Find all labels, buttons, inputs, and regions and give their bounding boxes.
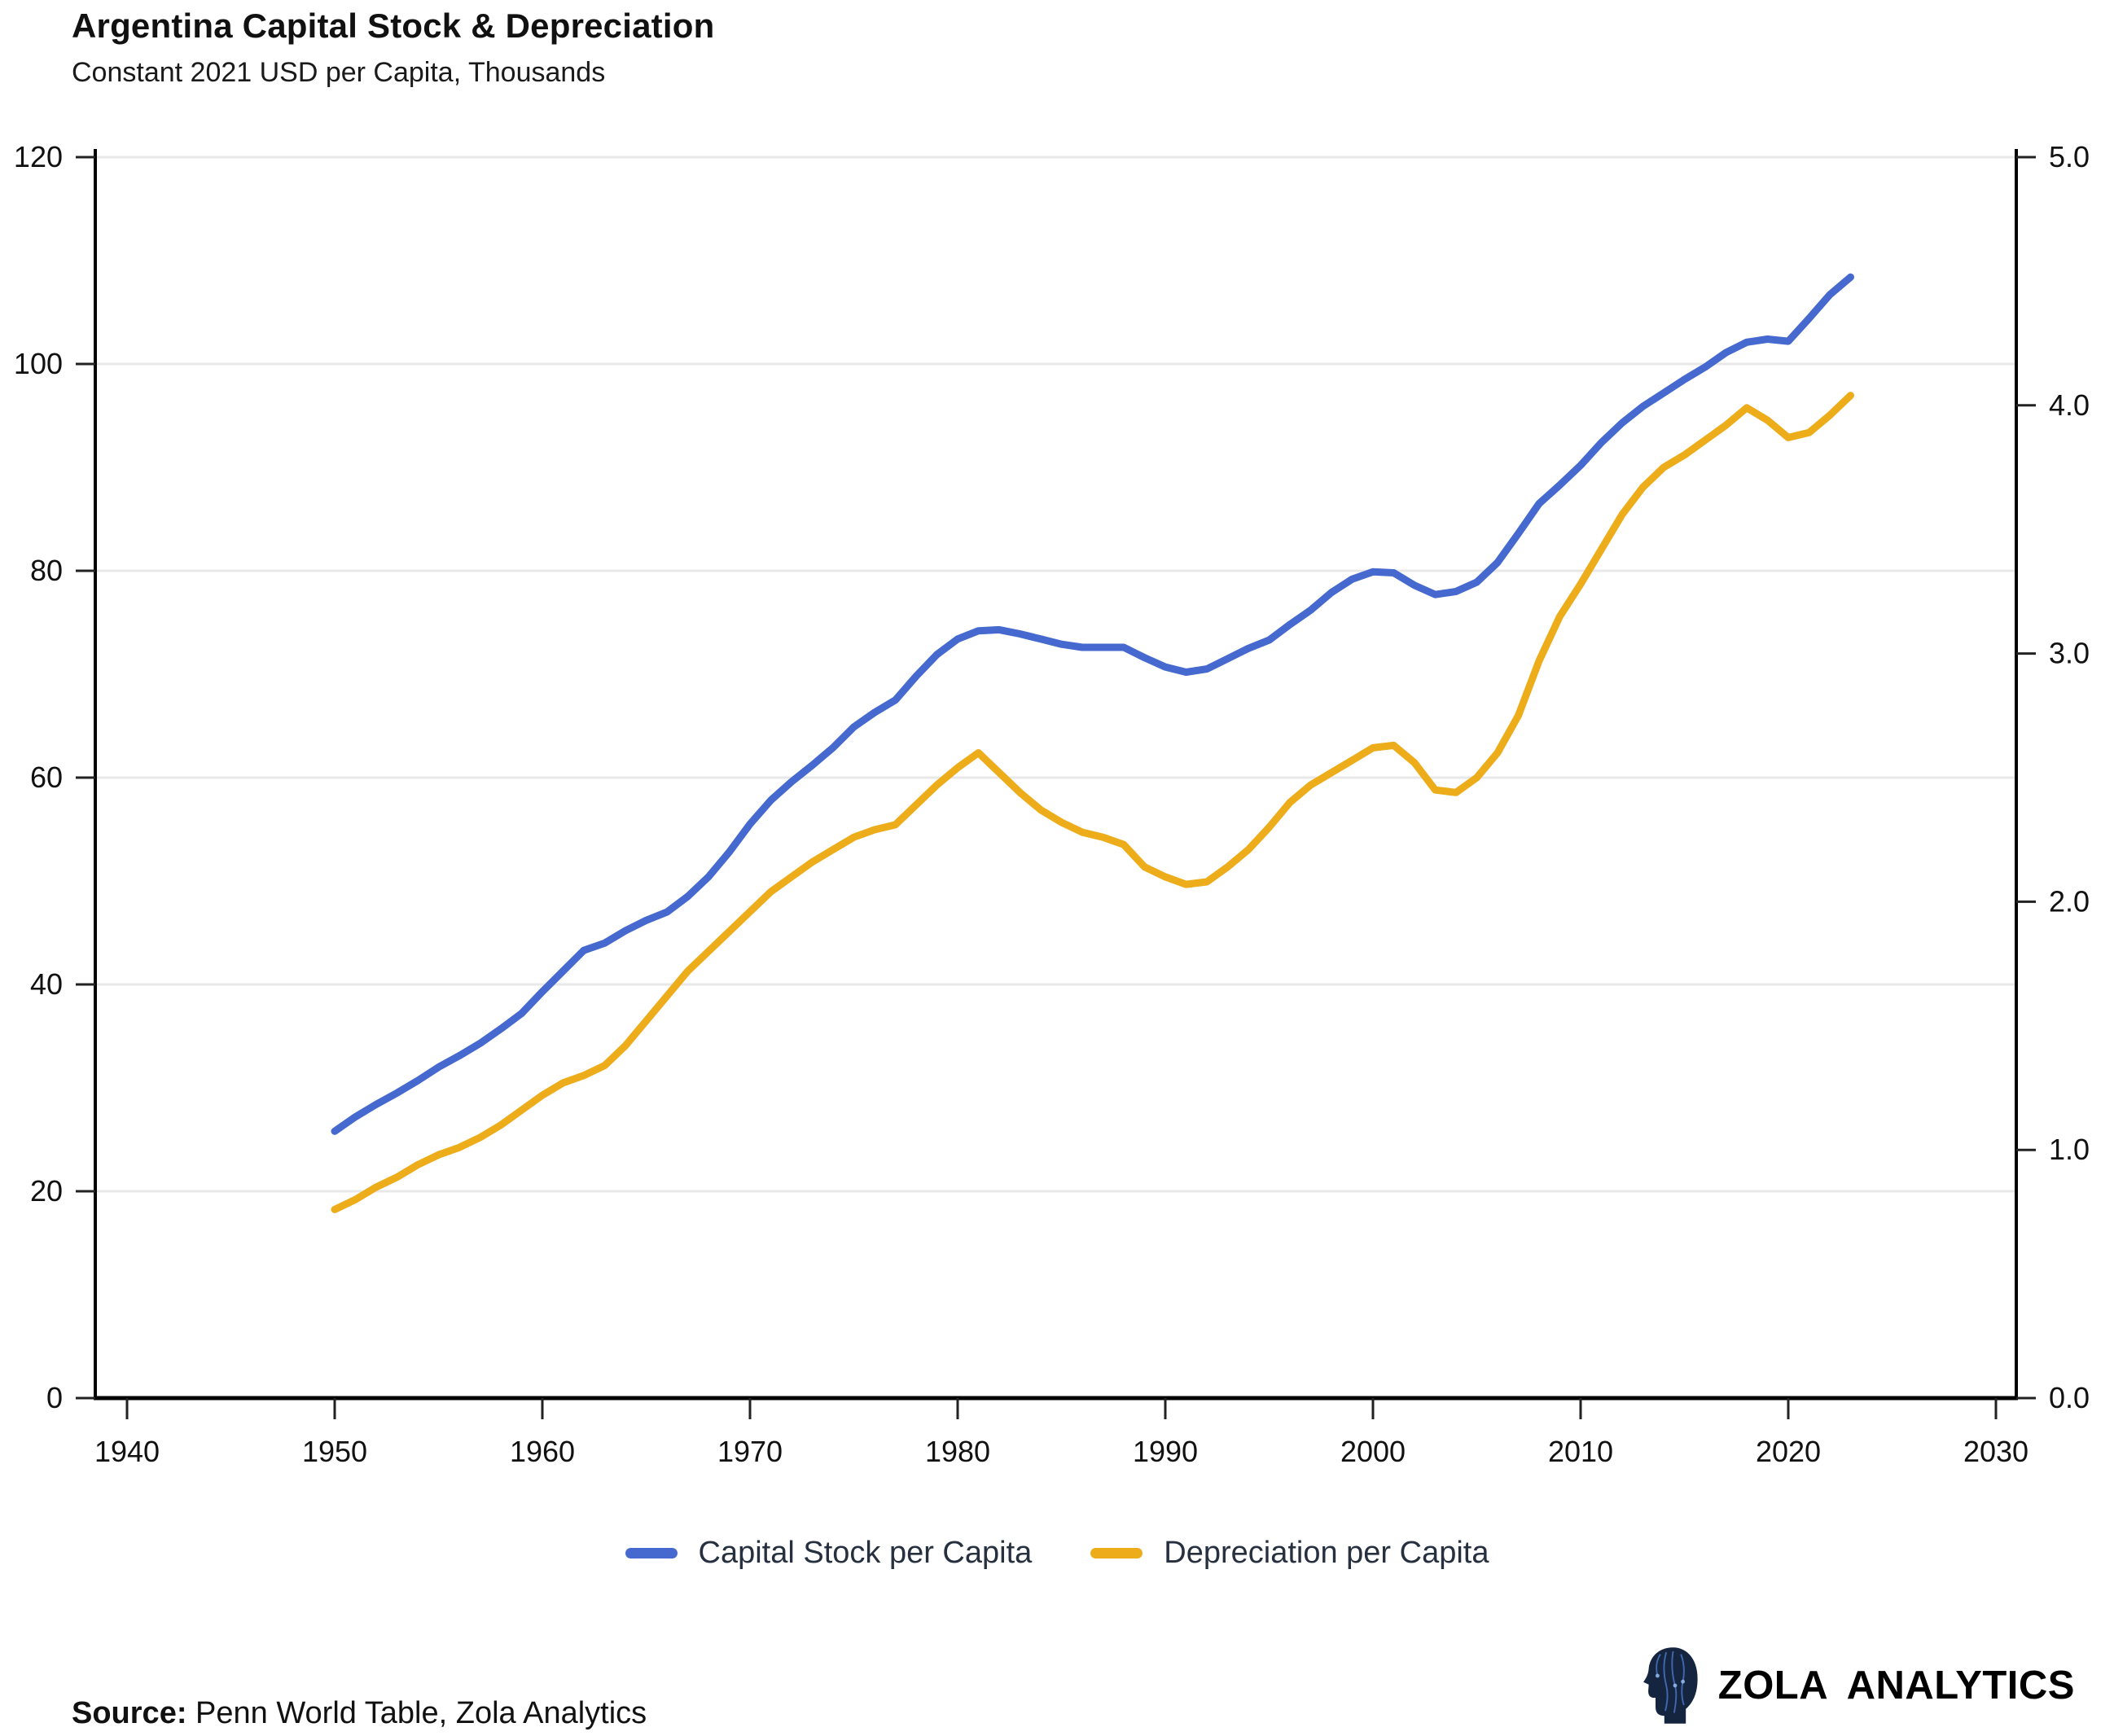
right-tick-label: 4.0: [2049, 388, 2090, 422]
brand-name: ZOLA ANALYTICS: [1717, 1664, 2075, 1708]
left-tick-label: 0: [46, 1381, 63, 1414]
legend-label: Capital Stock per Capita: [698, 1536, 1033, 1570]
x-tick-label: 2010: [1548, 1435, 1613, 1468]
page-subtitle: Constant 2021 USD per Capita, Thousands: [72, 57, 606, 88]
line-chart: 0 20 40 60 80 100 120 0.0 1.0 2.0 3.0 4.0 5.0 1940 195…: [14, 140, 2090, 1468]
right-tick-label: 3.0: [2049, 637, 2090, 670]
left-tick-label: 20: [30, 1174, 63, 1208]
right-tick-label: 2.0: [2049, 884, 2090, 918]
capital-stock-line: [331, 273, 1854, 1135]
x-tick-label: 2030: [1963, 1435, 2028, 1468]
legend-item-depreciation: Depreciation per Capita: [1090, 1536, 1489, 1571]
chart-header: Argentina Capital Stock & Depreciation C…: [72, 7, 714, 89]
depreciation-swatch-icon: [1090, 1548, 1143, 1558]
x-tick-label: 1960: [510, 1435, 575, 1468]
x-tick-label: 1970: [717, 1435, 783, 1468]
x-tick-label: 2020: [1756, 1435, 1821, 1468]
left-tick-label: 80: [30, 554, 63, 587]
legend-item-capital-stock: Capital Stock per Capita: [625, 1536, 1033, 1571]
left-tick-label: 100: [14, 347, 63, 380]
legend-label: Depreciation per Capita: [1164, 1536, 1489, 1570]
capital-stock-swatch-icon: [625, 1548, 678, 1558]
x-tick-label: 1940: [94, 1435, 160, 1468]
head-circuit-icon: [1643, 1647, 1698, 1724]
right-tick-label: 1.0: [2049, 1133, 2090, 1166]
source-label: Source:: [72, 1696, 187, 1730]
left-tick-label: 40: [30, 967, 63, 1001]
brand-logo: ZOLA ANALYTICS: [1640, 1646, 2075, 1725]
left-tick-label: 120: [14, 140, 63, 173]
chart-legend: Capital Stock per Capita Depreciation pe…: [0, 1536, 2114, 1571]
source-note: Source: Penn World Table, Zola Analytics: [72, 1696, 647, 1731]
right-tick-label: 5.0: [2049, 140, 2090, 173]
x-tick-label: 2000: [1340, 1435, 1406, 1468]
x-tick-label: 1990: [1133, 1435, 1198, 1468]
depreciation-line: [331, 392, 1854, 1213]
left-tick-label: 60: [30, 761, 63, 794]
source-text: Penn World Table, Zola Analytics: [195, 1696, 647, 1730]
right-tick-label: 0.0: [2049, 1381, 2090, 1414]
x-tick-label: 1980: [925, 1435, 990, 1468]
page-title: Argentina Capital Stock & Depreciation: [72, 7, 715, 45]
x-tick-label: 1950: [302, 1435, 367, 1468]
